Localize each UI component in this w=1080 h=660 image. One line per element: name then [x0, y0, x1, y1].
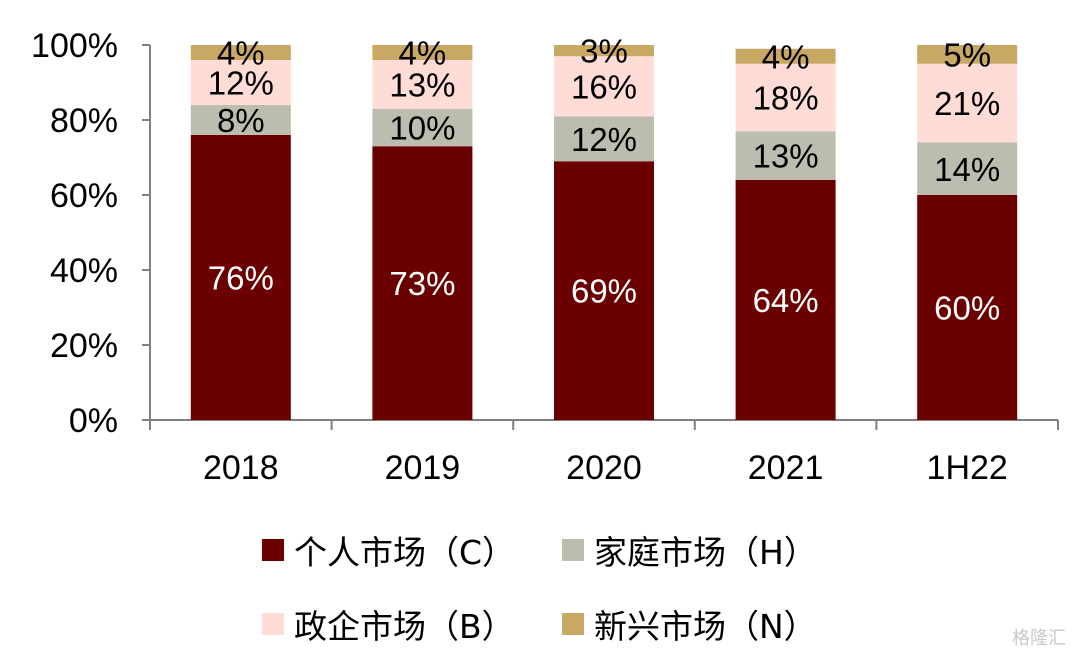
bar-segment [554, 56, 654, 117]
bar-segment [917, 142, 1018, 195]
watermark: 格隆汇 [1012, 628, 1066, 649]
data-label: 76% [208, 260, 274, 297]
legend-swatch-h [562, 539, 584, 561]
legend-label-n: 新兴市场（N） [594, 607, 817, 646]
bar-stack: 64% 13% 18% 4% [735, 38, 836, 420]
bar-stack: 76% 8%12%4% [190, 35, 291, 420]
x-tick-label: 1H22 [927, 449, 1008, 487]
bar-segment [190, 45, 291, 60]
bar-segment [372, 60, 473, 109]
bar-stack: 69% 12% 16%3% [554, 33, 654, 420]
legend-item-b: 政企市场（B） [262, 602, 562, 646]
legend-item-h: 家庭市场（H） [562, 528, 862, 572]
data-label: 73% [389, 265, 455, 302]
legend-item-c: 个人市场（C） [262, 528, 562, 572]
data-label: 4% [399, 35, 447, 72]
bar-segment [917, 63, 1018, 143]
data-label: 60% [934, 290, 1000, 327]
bar-stack: 73% 10% 13%4% [372, 35, 473, 420]
bar-segment [372, 146, 473, 420]
data-label: 21% [934, 85, 1000, 122]
legend-swatch-b [262, 613, 284, 635]
legend-swatch-c [262, 539, 284, 561]
data-label: 3% [580, 33, 628, 70]
x-tick-label: 2020 [566, 449, 642, 487]
data-label: 12% [571, 121, 637, 158]
bar-segment [554, 45, 654, 57]
bar-stacks: 76%8%12%4%73%10%13%4%69%12%16%3%64%13%18… [190, 33, 1018, 420]
bar-segment [917, 195, 1018, 420]
bar-segment [735, 63, 836, 132]
x-tick-label: 2019 [385, 449, 461, 487]
x-tick-label: 2018 [203, 449, 279, 487]
y-tick-label: 100% [31, 27, 118, 65]
bar-stack: 60% 14% 21% 5% [917, 36, 1018, 420]
y-tick-label: 40% [50, 252, 118, 290]
bar-segment [554, 116, 654, 162]
bar-segment [735, 48, 836, 64]
legend-label-b: 政企市场（B） [294, 607, 515, 646]
data-label: 13% [753, 138, 819, 175]
bar-segment [190, 60, 291, 105]
data-label: 4% [217, 35, 265, 72]
legend-item-n: 新兴市场（N） [562, 602, 862, 646]
chart-canvas: 0%20%40%60%80%100% 2018 2019 2020 2021 1H22 … [31, 27, 1059, 487]
data-label: 4% [762, 38, 810, 75]
bar-segment [554, 161, 654, 420]
y-tick-label: 20% [50, 327, 118, 365]
data-label: 64% [753, 282, 819, 319]
bar-segment [917, 45, 1018, 64]
bar-segment [735, 131, 836, 180]
legend-swatch-n [562, 613, 584, 635]
data-label: 5% [943, 36, 991, 73]
data-label: 10% [389, 110, 455, 147]
data-label: 14% [934, 151, 1000, 188]
bar-segment [190, 105, 291, 135]
data-label: 16% [571, 68, 637, 105]
y-tick-label: 60% [50, 177, 118, 215]
x-axis: 2018 2019 2020 2021 1H22 [149, 419, 1059, 487]
bar-segment [372, 108, 473, 147]
y-axis: 0% 20% 40% 60% 80% 100% [31, 27, 151, 440]
bar-segment [735, 180, 836, 420]
legend-label-c: 个人市场（C） [294, 533, 516, 572]
data-label: 8% [217, 102, 265, 139]
x-tick-label: 2021 [748, 449, 824, 487]
data-label: 12% [208, 65, 274, 102]
y-tick-label: 0% [69, 402, 118, 440]
bar-segment [190, 135, 291, 420]
data-label: 18% [753, 80, 819, 117]
legend-label-h: 家庭市场（H） [594, 533, 817, 572]
legend: 个人市场（C） 家庭市场（H） 政企市场（B） 新兴市场（N） [262, 528, 862, 646]
bar-segment [372, 45, 473, 60]
data-label: 13% [389, 66, 455, 103]
y-tick-label: 80% [50, 102, 118, 140]
data-label: 69% [571, 273, 637, 310]
